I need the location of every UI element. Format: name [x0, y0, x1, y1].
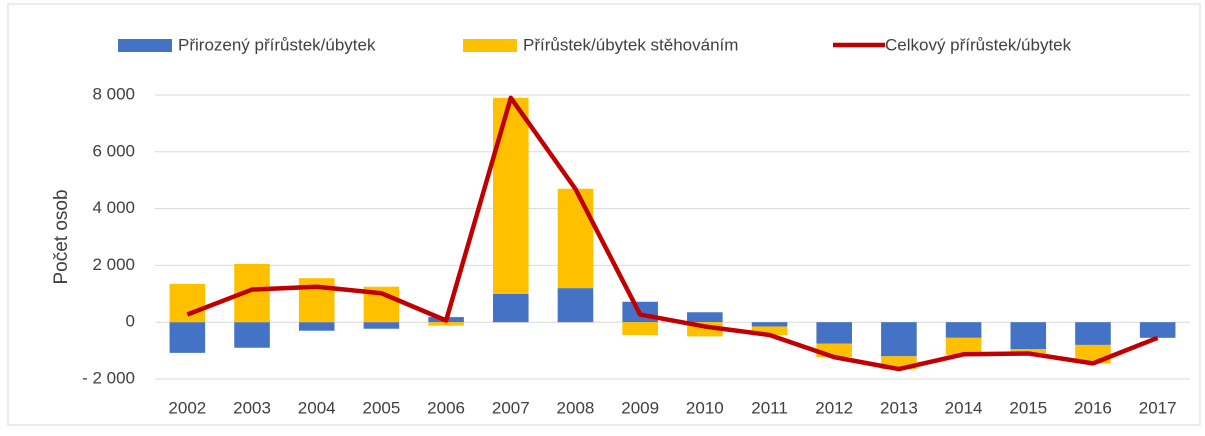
bar	[557, 288, 594, 323]
x-tick-label: 2010	[686, 398, 724, 417]
bar	[169, 283, 206, 323]
y-tick-label: 0	[126, 312, 135, 331]
x-tick-label: 2016	[1074, 398, 1112, 417]
bar	[622, 322, 658, 335]
bar	[751, 322, 788, 327]
bar	[687, 312, 723, 323]
y-tick-label: - 2 000	[82, 368, 135, 387]
bar	[945, 322, 982, 338]
bar	[428, 322, 464, 326]
y-tick-label: 8 000	[92, 84, 135, 103]
x-tick-label: 2008	[557, 398, 595, 417]
x-tick-label: 2013	[880, 398, 918, 417]
bar	[298, 322, 335, 331]
bar	[492, 293, 529, 323]
bar	[234, 322, 270, 348]
x-tick-label: 2005	[362, 398, 400, 417]
legend-swatch	[118, 39, 172, 52]
bar	[1139, 322, 1176, 338]
y-tick-label: 2 000	[92, 255, 135, 274]
y-tick-label: 4 000	[92, 198, 135, 217]
x-tick-label: 2003	[233, 398, 271, 417]
line	[186, 95, 1159, 372]
legend-label: Celkový přírůstek/úbytek	[885, 35, 1072, 54]
bar	[1075, 322, 1111, 345]
bar	[945, 337, 982, 355]
legend-swatch	[463, 39, 517, 52]
x-tick-label: 2004	[298, 398, 336, 417]
chart-frame	[7, 3, 1201, 426]
bar	[169, 322, 206, 353]
bar	[363, 322, 400, 329]
x-tick-label: 2007	[492, 398, 530, 417]
bar	[1010, 322, 1047, 350]
x-tick-label: 2009	[621, 398, 659, 417]
legend-label: Přirozený přírůstek/úbytek	[178, 35, 376, 54]
bar	[881, 322, 917, 357]
bar	[557, 188, 594, 289]
bar	[816, 322, 853, 344]
y-axis-title: Počet osob	[51, 189, 72, 284]
x-tick-label: 2015	[1009, 398, 1047, 417]
x-tick-label: 2012	[815, 398, 853, 417]
legend-label: Přírůstek/úbytek stěhováním	[523, 35, 738, 54]
y-tick-label: 6 000	[92, 141, 135, 160]
x-tick-label: 2011	[751, 398, 788, 417]
x-tick-label: 2002	[168, 398, 206, 417]
x-tick-label: 2017	[1139, 398, 1177, 417]
bar	[492, 97, 529, 294]
bar	[751, 326, 788, 335]
x-tick-label: 2006	[427, 398, 465, 417]
x-tick-label: 2014	[945, 398, 983, 417]
